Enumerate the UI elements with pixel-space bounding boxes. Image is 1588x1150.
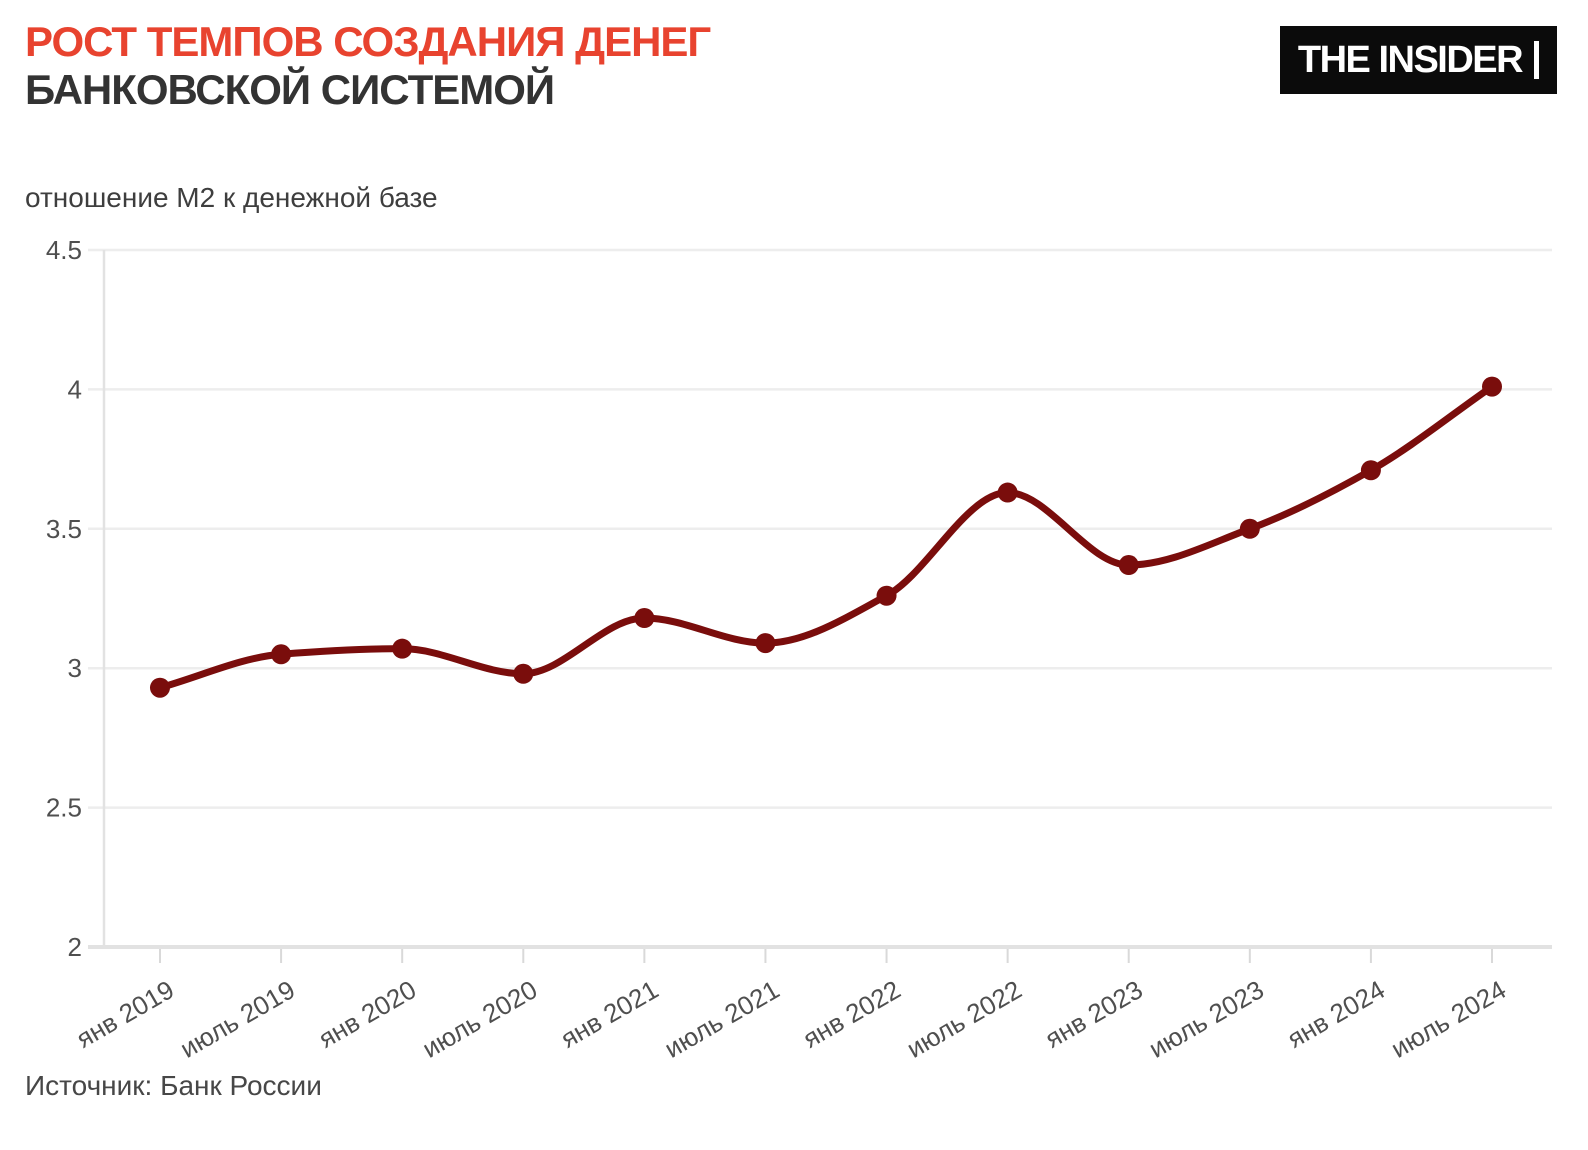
logo-cursor-bar-icon <box>1534 41 1540 79</box>
x-tick-label: июль 2021 <box>659 974 784 1064</box>
data-point-marker <box>271 644 292 665</box>
y-tick-label: 3.5 <box>46 514 82 544</box>
y-tick-label: 2.5 <box>46 793 82 823</box>
data-line <box>156 383 1496 692</box>
x-tick-label: янв 2021 <box>555 974 663 1054</box>
chart-subtitle: отношение М2 к денежной базе <box>25 182 438 213</box>
data-point-marker <box>150 677 170 698</box>
y-tick-label: 2 <box>68 932 82 962</box>
data-point-marker <box>755 633 776 654</box>
x-tick-label: июль 2022 <box>901 974 1026 1064</box>
title-line-1: РОСТ ТЕМПОВ СОЗДАНИЯ ДЕНЕГ <box>25 18 711 65</box>
source-note: Источник: Банк России <box>25 1070 322 1101</box>
y-tick-label: 3 <box>68 653 82 683</box>
data-point-marker <box>634 608 655 629</box>
data-point-marker <box>392 638 413 659</box>
x-tick-label: июль 2019 <box>175 974 300 1064</box>
data-point-marker <box>1360 460 1381 481</box>
page-title: РОСТ ТЕМПОВ СОЗДАНИЯ ДЕНЕГ БАНКОВСКОЙ СИ… <box>25 18 711 114</box>
data-point-marker <box>876 585 897 606</box>
y-tick-label: 4 <box>68 374 82 404</box>
x-tick-label: янв 2019 <box>71 974 179 1054</box>
x-tick-label: июль 2023 <box>1144 974 1269 1064</box>
x-tick-label: янв 2022 <box>798 974 906 1054</box>
the-insider-logo: THE INSIDER <box>1280 26 1557 94</box>
data-point-marker <box>1482 376 1502 397</box>
x-tick-label: янв 2023 <box>1040 974 1148 1054</box>
x-tick-label: июль 2024 <box>1386 974 1511 1064</box>
logo-text: THE INSIDER <box>1297 38 1524 81</box>
data-point-marker <box>1118 555 1139 576</box>
data-point-marker <box>513 663 534 684</box>
data-point-marker <box>997 482 1018 503</box>
y-tick-label: 4.5 <box>46 235 82 265</box>
x-tick-label: янв 2020 <box>313 974 421 1054</box>
title-line-2: БАНКОВСКОЙ СИСТЕМОЙ <box>25 66 555 113</box>
x-tick-label: янв 2024 <box>1282 974 1390 1054</box>
x-tick-label: июль 2020 <box>417 974 542 1064</box>
data-point-marker <box>1239 518 1260 539</box>
